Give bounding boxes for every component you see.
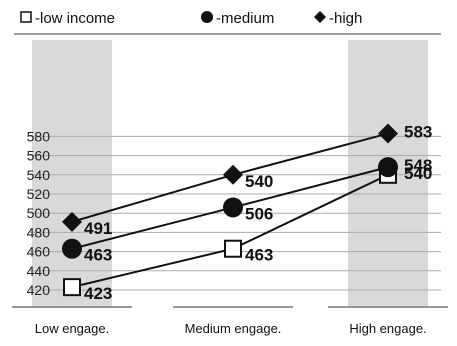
series-line-low-income: [71, 173, 389, 289]
y-tick-label: 440: [27, 263, 51, 279]
data-point-circle: [378, 157, 398, 178]
y-tick-label: 460: [27, 244, 51, 260]
data-point-circle: [62, 238, 82, 259]
x-tick-label: Low engage.: [35, 321, 109, 336]
y-tick-label: 500: [27, 205, 51, 221]
data-point-diamond: [62, 211, 82, 232]
data-label: 548: [404, 156, 432, 175]
legend-square-icon: [20, 11, 32, 23]
y-tick-label: 580: [27, 128, 51, 144]
data-point-diamond: [378, 123, 398, 144]
legend-label: -low income: [35, 10, 115, 27]
data-point-circle: [223, 197, 243, 218]
legend-circle-icon: [201, 11, 213, 23]
data-label: 583: [404, 123, 432, 142]
data-point-square: [224, 239, 242, 258]
data-label: 506: [245, 204, 273, 223]
data-point-diamond: [223, 164, 243, 185]
legend-label: -high: [329, 10, 362, 27]
y-tick-label: 420: [27, 282, 51, 298]
y-tick-label: 520: [27, 186, 51, 202]
x-tick-label: High engage.: [349, 321, 426, 336]
legend-diamond-icon: [314, 11, 326, 23]
shaded-band-low: [32, 40, 112, 307]
y-tick-label: 540: [27, 167, 51, 183]
data-label: 491: [84, 219, 112, 238]
data-label: 463: [245, 246, 273, 265]
data-label: 540: [404, 164, 432, 183]
x-tick-label: Medium engage.: [185, 321, 282, 336]
data-label: 423: [84, 284, 112, 303]
y-tick-label: 560: [27, 148, 51, 164]
data-label: 463: [84, 246, 112, 265]
data-label: 540: [245, 172, 273, 191]
y-tick-label: 480: [27, 224, 51, 240]
data-point-square: [63, 278, 81, 297]
legend-label: -medium: [216, 10, 274, 27]
